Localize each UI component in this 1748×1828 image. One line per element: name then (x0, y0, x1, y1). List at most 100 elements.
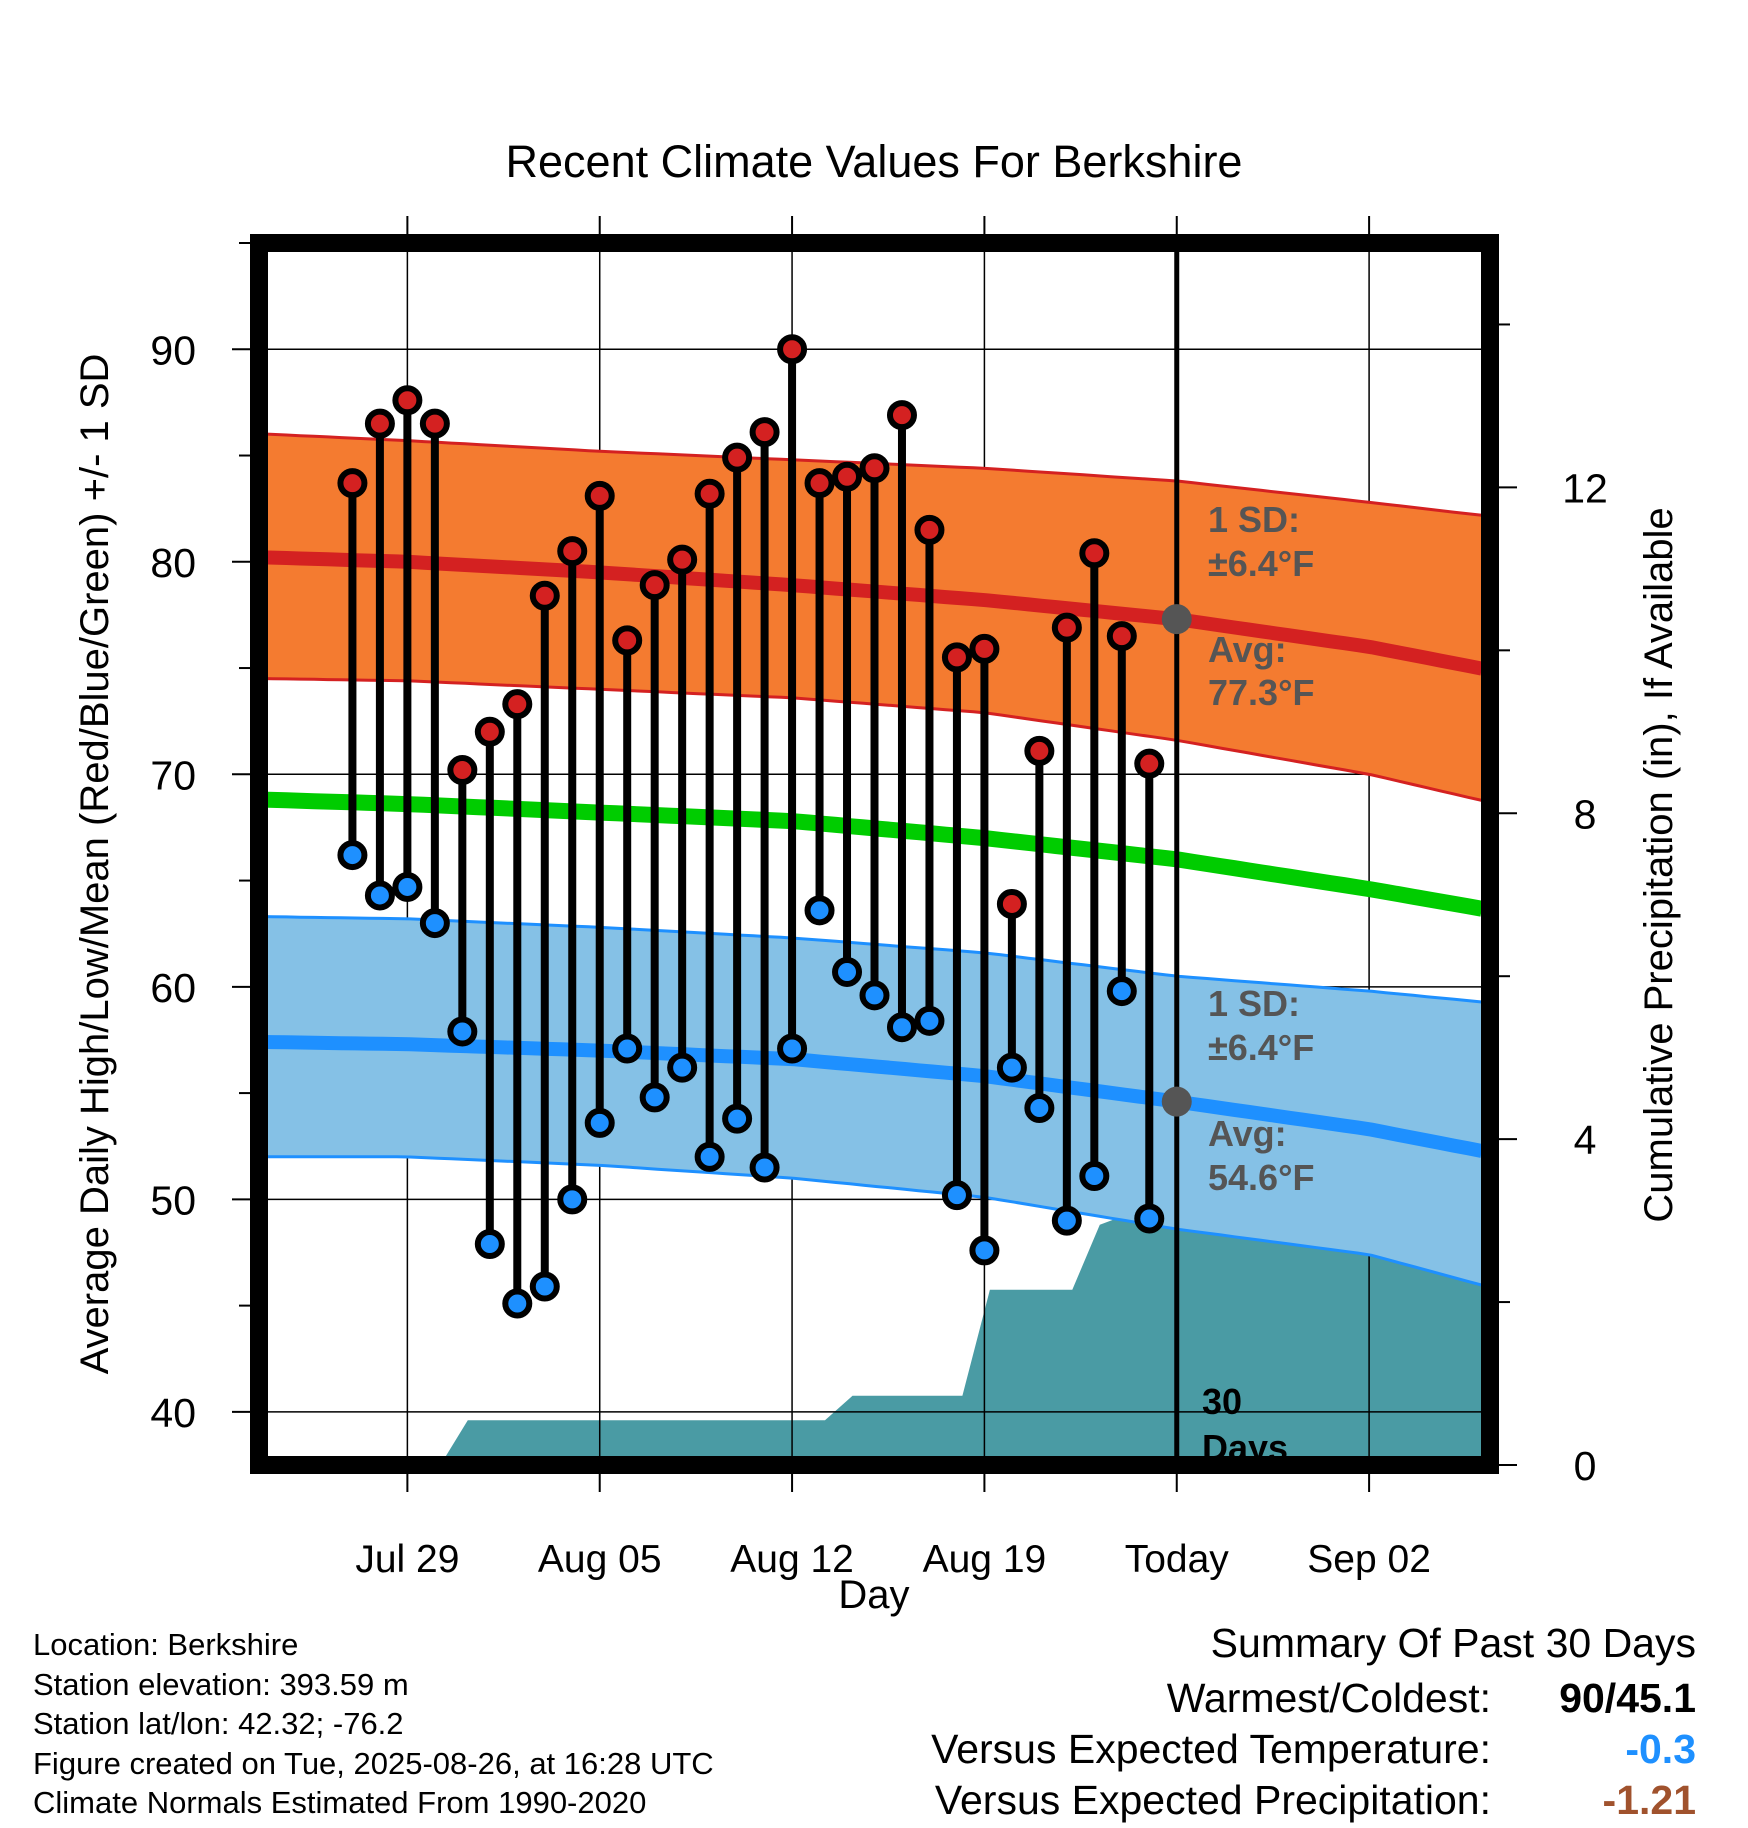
info-normals: Climate Normals Estimated From 1990-2020 (33, 1785, 647, 1820)
precipitation-area (259, 1216, 1490, 1465)
x-tick-label: Today (1125, 1538, 1230, 1581)
daily-low-point (886, 1012, 917, 1043)
daily-high-point (364, 408, 395, 439)
info-latlon: Station lat/lon: 42.32; -76.2 (33, 1706, 404, 1741)
daily-low-point (1079, 1160, 1110, 1191)
daily-high-point (1079, 538, 1110, 569)
daily-low-point (337, 840, 368, 871)
daily-low-point (667, 1052, 698, 1083)
daily-high-point (639, 570, 670, 601)
daily-high-point (722, 442, 753, 473)
summary-panel: Summary Of Past 30 Days Warmest/Coldest:… (931, 1620, 1696, 1826)
daily-low-point (392, 871, 423, 902)
normal-high-band-lower-edge (259, 677, 1483, 802)
right-tick-label: 0 (1574, 1443, 1597, 1489)
daily-high-point (1106, 621, 1137, 652)
today-line-group (1161, 243, 1192, 1465)
daily-high-point (419, 408, 450, 439)
daily-high-point (859, 453, 890, 484)
annotations: 1 SD: ±6.4°F Avg: 77.3°F 1 SD: ±6.4°F Av… (1202, 499, 1314, 1468)
temp-value: -0.3 (1625, 1726, 1696, 1772)
normal-high-band (259, 433, 1482, 801)
precip-value: -1.21 (1602, 1777, 1696, 1823)
observations-group (337, 334, 1165, 1319)
daily-low-point (694, 1141, 725, 1172)
left-axis-label: Average Daily High/Low/Mean (Red/Blue/Gr… (73, 354, 117, 1375)
info-location: Location: Berkshire (33, 1627, 299, 1662)
daily-low-point (941, 1180, 972, 1211)
daily-high-point (612, 625, 643, 656)
precipitation-area-group (259, 1216, 1490, 1465)
low-sd-label-1: 1 SD: (1208, 983, 1300, 1024)
daily-low-point (1024, 1092, 1055, 1123)
low-sd-label-2: ±6.4°F (1208, 1027, 1314, 1068)
left-tick-label: 80 (150, 540, 196, 586)
right-axis-label: Cumulative Precipitation (in), If Availa… (1637, 507, 1681, 1222)
left-tick-label: 90 (150, 327, 196, 373)
warm-cold-value: 90/45.1 (1559, 1675, 1696, 1721)
plot-frame (250, 234, 1499, 1474)
summary-warm-cold-row: Warmest/Coldest: 90/45.1 (931, 1673, 1696, 1724)
daily-low-point (474, 1228, 505, 1259)
summary-heading: Summary Of Past 30 Days (1210, 1620, 1696, 1666)
daily-low-point (804, 895, 835, 926)
daily-low-point (529, 1271, 560, 1302)
daily-low-point (639, 1082, 670, 1113)
days-label-1: 30 (1202, 1381, 1242, 1422)
normal-low-band-lower-edge (259, 1155, 1483, 1287)
daily-high-point (392, 385, 423, 416)
right-tick-label: 8 (1574, 791, 1597, 837)
info-created: Figure created on Tue, 2025-08-26, at 16… (33, 1745, 714, 1781)
climate-chart: Recent Climate Values For Berkshire Jul … (73, 136, 1681, 1617)
daily-high-point (1051, 612, 1082, 643)
daily-low-point (1051, 1205, 1082, 1236)
left-tick-label: 40 (150, 1390, 196, 1436)
days-label-2: Days (1202, 1427, 1288, 1468)
daily-high-point (886, 400, 917, 431)
normal-high-mean-line (259, 550, 1484, 676)
daily-high-point (667, 544, 698, 575)
daily-low-point (364, 880, 395, 911)
x-axis-label: Day (838, 1573, 909, 1617)
daily-low-point (996, 1052, 1027, 1083)
daily-low-point (1134, 1203, 1165, 1234)
left-tick-label: 60 (150, 965, 196, 1011)
daily-high-point (694, 478, 725, 509)
right-axis-ticks: 0 4 8 12 (1499, 323, 1608, 1489)
daily-low-point (969, 1235, 1000, 1266)
daily-low-point (832, 956, 863, 987)
daily-high-point (804, 468, 835, 499)
daily-high-point (969, 633, 1000, 664)
precip-label: Versus Expected Precipitation: (934, 1777, 1491, 1823)
x-tick-label: Aug 19 (923, 1538, 1047, 1581)
normal-mean-line (259, 791, 1484, 917)
station-info: Location: Berkshire Station elevation: 3… (33, 1625, 714, 1823)
left-tick-label: 70 (150, 752, 196, 798)
daily-low-point (584, 1107, 615, 1138)
normal-low-band (259, 916, 1482, 1286)
daily-high-point (337, 468, 368, 499)
daily-low-point (502, 1288, 533, 1319)
daily-low-point (914, 1005, 945, 1036)
high-sd-label-2: ±6.4°F (1208, 543, 1314, 584)
high-sd-label-1: 1 SD: (1208, 499, 1300, 540)
daily-high-point (557, 536, 588, 567)
daily-low-point (749, 1152, 780, 1183)
chart-title: Recent Climate Values For Berkshire (506, 136, 1243, 187)
low-avg-label-1: Avg: (1208, 1113, 1287, 1154)
daily-high-point (777, 334, 808, 365)
daily-low-point (557, 1184, 588, 1215)
daily-high-point (1134, 748, 1165, 779)
summary-precip-row: Versus Expected Precipitation: -1.21 (931, 1775, 1696, 1826)
summary-temp-row: Versus Expected Temperature: -0.3 (931, 1724, 1696, 1775)
right-tick-label: 12 (1562, 465, 1608, 511)
x-tick-label: Jul 29 (355, 1538, 459, 1581)
low-avg-label-2: 54.6°F (1208, 1157, 1314, 1198)
right-tick-label: 4 (1574, 1117, 1597, 1163)
daily-high-point (996, 888, 1027, 919)
left-axis-ticks: 40 50 60 70 80 90 (150, 242, 250, 1436)
high-avg-label-1: Avg: (1208, 629, 1287, 670)
daily-high-point (832, 461, 863, 492)
daily-low-point (612, 1033, 643, 1064)
warm-cold-label: Warmest/Coldest: (1166, 1675, 1491, 1721)
